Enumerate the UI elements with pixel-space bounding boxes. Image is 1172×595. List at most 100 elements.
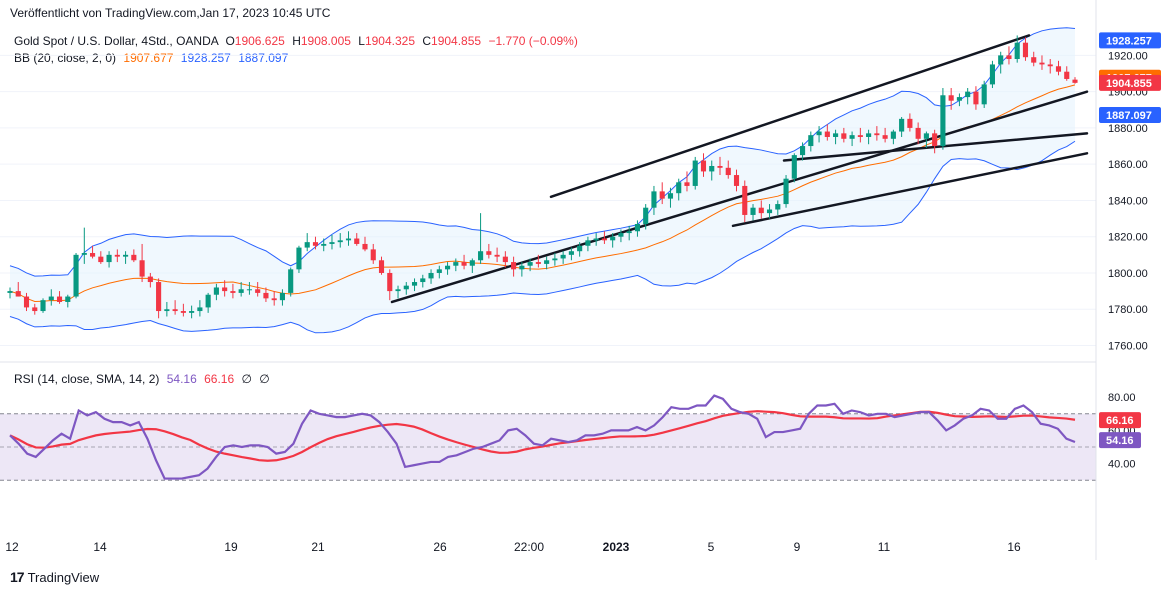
candle-body: [1064, 71, 1070, 79]
candle-body: [725, 167, 731, 176]
candle: [23, 292, 30, 312]
candle-body: [337, 240, 343, 243]
trendline: [549, 34, 1031, 199]
time-tick-label: 22:00: [514, 540, 544, 554]
candle: [948, 88, 954, 110]
candle-body: [1006, 55, 1012, 60]
candle-body: [1039, 62, 1045, 65]
symbol-title[interactable]: Gold Spot / U.S. Dollar, 4Std., OANDA: [14, 34, 219, 48]
candle: [337, 233, 343, 248]
bb-name[interactable]: BB (20, close, 2, 0): [14, 51, 117, 65]
candle: [527, 258, 533, 272]
rsi-name[interactable]: RSI (14, close, SMA, 14, 2): [14, 372, 160, 386]
candle: [1055, 60, 1062, 76]
candle-body: [857, 135, 863, 137]
time-tick-label: 21: [311, 540, 325, 554]
last-price-badge-bg: [1099, 74, 1161, 91]
candle: [1014, 35, 1020, 63]
candle-body: [643, 207, 649, 225]
candle-body: [378, 260, 385, 273]
candle: [73, 253, 79, 299]
candle-body: [758, 207, 764, 214]
rsi-value-badge-text: 54.16: [1106, 435, 1134, 447]
price-tick-label: 1760.00: [1108, 340, 1148, 352]
price-tick-label: 1880.00: [1108, 123, 1148, 135]
candle: [65, 294, 71, 308]
open-value: 1906.625: [234, 34, 285, 48]
candle: [205, 292, 211, 313]
candle-body: [915, 127, 921, 139]
candle: [560, 251, 566, 264]
candle: [700, 153, 707, 177]
rsi-sma-badge-bg: [1099, 412, 1141, 429]
candle: [791, 153, 797, 183]
candle: [1006, 46, 1012, 65]
candle-body: [139, 260, 145, 277]
candle: [378, 256, 385, 275]
candle: [436, 265, 442, 279]
candle-body: [502, 256, 508, 263]
candle-body: [799, 146, 806, 156]
candle-body: [329, 242, 335, 244]
candle: [114, 249, 120, 263]
candle: [907, 113, 913, 132]
candle-body: [519, 265, 525, 270]
candle: [263, 287, 269, 302]
rsi-tick-label: 80.00: [1108, 392, 1136, 404]
candle-body: [874, 133, 880, 136]
candle-body: [147, 276, 153, 283]
candle-body: [1022, 42, 1029, 58]
candle-body: [461, 262, 467, 266]
candle-body: [667, 193, 674, 199]
candle: [271, 291, 277, 306]
close-value: 1904.855: [431, 34, 482, 48]
candle: [354, 233, 360, 246]
candle-body: [288, 269, 294, 293]
candle-body: [156, 282, 162, 312]
tradingview-logo-icon: 17: [10, 569, 25, 585]
candle-body: [1014, 42, 1020, 60]
hidden-plot-icon[interactable]: ∅: [259, 372, 270, 386]
trendline: [731, 152, 1089, 228]
candle: [461, 254, 467, 270]
candle: [643, 204, 649, 230]
candle: [585, 236, 591, 252]
candle-body: [478, 251, 484, 261]
candle: [808, 131, 814, 152]
candle-body: [65, 296, 71, 302]
candle: [444, 262, 451, 275]
candle: [511, 256, 517, 277]
candle: [733, 169, 740, 192]
candle: [552, 253, 558, 266]
rsi-sma-line: [9, 410, 1076, 462]
candle: [230, 283, 236, 299]
candle-body: [172, 309, 178, 312]
bb-lower-value: 1887.097: [238, 51, 289, 65]
candle-body: [733, 175, 740, 186]
candle: [98, 251, 104, 264]
candle: [1022, 37, 1029, 61]
candle: [494, 247, 500, 263]
time-tick-label: 16: [1007, 540, 1021, 554]
candle-body: [981, 84, 987, 105]
hidden-plot-icon[interactable]: ∅: [241, 372, 252, 386]
candle-body: [998, 55, 1004, 65]
candle: [626, 225, 632, 241]
candle-body: [89, 253, 96, 257]
candle: [618, 229, 624, 243]
candle: [849, 131, 855, 147]
price-tick-label: 1920.00: [1108, 50, 1148, 62]
trendlines: [390, 34, 1089, 304]
candle-body: [40, 300, 46, 312]
candle-body: [511, 262, 517, 270]
candle-body: [395, 289, 401, 292]
candle: [411, 278, 418, 292]
candle-body: [824, 131, 830, 137]
candle: [1039, 55, 1045, 70]
bb-legend: BB (20, close, 2, 0) 1907.677 1928.257 1…: [14, 51, 288, 65]
candle: [246, 282, 252, 295]
candle: [387, 269, 393, 301]
candle-body: [816, 131, 822, 136]
candle-body: [354, 238, 360, 244]
chart-canvas[interactable]: 1760.00 1780.00 1800.00 1820.00 1840.00 1860.…: [0, 0, 1172, 560]
